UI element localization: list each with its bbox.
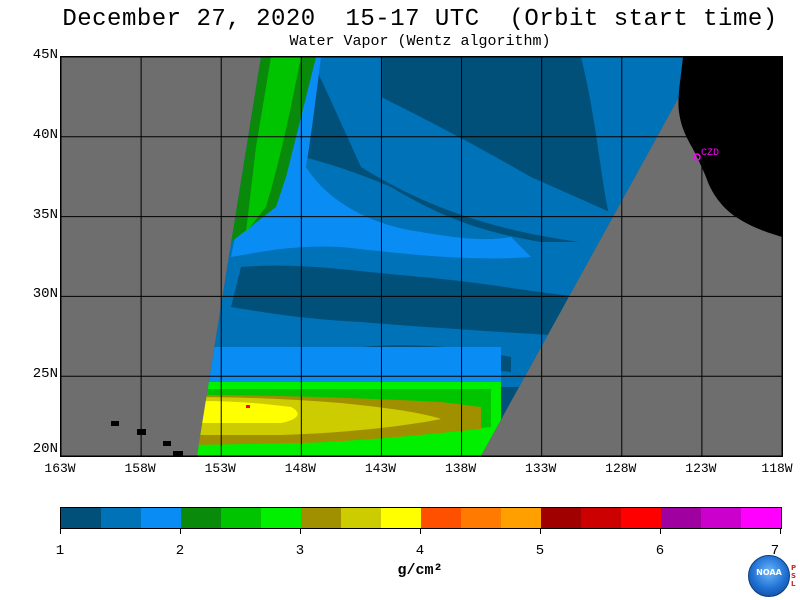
- colorbar-tick: [60, 528, 61, 534]
- colorbar-tick: [420, 528, 421, 534]
- noaa-logo: NOAA: [748, 555, 790, 597]
- station-marker: [693, 153, 701, 161]
- vapor-band-mid-blue-ridge: [311, 57, 621, 247]
- colorbar-tick: [780, 528, 781, 534]
- colorbar-tick-label: 3: [295, 543, 305, 559]
- colorbar-swatch: [461, 508, 501, 528]
- colorbar-swatch: [101, 508, 141, 528]
- latitude-label: 45N: [32, 47, 58, 63]
- colorbar-tick: [180, 528, 181, 534]
- graticule: [61, 57, 782, 456]
- map-panel: CZD: [60, 56, 783, 457]
- colorbar-tick: [540, 528, 541, 534]
- colorbar-unit: g/cm²: [397, 562, 443, 579]
- longitude-label: 148W: [284, 461, 316, 476]
- longitude-label: 153W: [204, 461, 236, 476]
- latitude-label: 40N: [32, 126, 58, 143]
- psl-letter: P: [791, 564, 797, 572]
- colorbar-swatch: [301, 508, 341, 528]
- map-subtitle: Water Vapor (Wentz algorithm): [289, 33, 551, 50]
- longitude-label: 143W: [364, 461, 397, 476]
- vapor-band-green: [246, 57, 301, 232]
- latitude-label: 25N: [32, 366, 58, 383]
- colorbar-swatch: [621, 508, 661, 528]
- colorbar: [60, 507, 782, 529]
- longitude-label: 123W: [685, 461, 717, 476]
- colorbar-swatch: [541, 508, 581, 528]
- colorbar-tick-label: 7: [770, 543, 780, 559]
- colorbar-swatch: [261, 508, 301, 528]
- colorbar-swatch: [221, 508, 261, 528]
- psl-letter: L: [791, 580, 796, 588]
- station-label: CZD: [701, 148, 719, 159]
- latitude-label: 35N: [32, 206, 58, 223]
- water-vapor-map: CZD: [61, 57, 782, 456]
- vapor-band-yellow: [201, 401, 298, 423]
- psl-letter: S: [791, 572, 797, 580]
- land-mass: [678, 57, 782, 237]
- island: [163, 441, 171, 446]
- longitude-label: 128W: [605, 461, 637, 476]
- colorbar-tick-label: 2: [175, 543, 185, 559]
- longitude-label: 118W: [761, 461, 793, 476]
- colorbar-swatch: [701, 508, 741, 528]
- colorbar-tick: [660, 528, 661, 534]
- vapor-peak-marker: [246, 405, 250, 408]
- vapor-band-dark-pocket: [231, 265, 581, 337]
- colorbar-tick-label: 6: [655, 543, 665, 559]
- colorbar-swatch: [741, 508, 781, 528]
- colorbar-tick-label: 4: [415, 543, 425, 559]
- colorbar-swatch: [141, 508, 181, 528]
- colorbar-swatch: [61, 508, 101, 528]
- latitude-label: 30N: [32, 286, 58, 303]
- island: [111, 421, 119, 426]
- colorbar-swatch: [581, 508, 621, 528]
- island: [173, 451, 183, 456]
- colorbar-tick: [300, 528, 301, 534]
- noaa-logo-text: NOAA: [756, 568, 782, 577]
- colorbar-swatch: [421, 508, 461, 528]
- colorbar-swatch: [341, 508, 381, 528]
- longitude-label: 138W: [444, 461, 477, 476]
- longitude-label: 163W: [44, 461, 76, 476]
- longitude-label: 158W: [124, 461, 156, 476]
- colorbar-tick-label: 1: [55, 543, 65, 559]
- colorbar-swatch: [381, 508, 421, 528]
- colorbar-swatch: [181, 508, 221, 528]
- colorbar-swatch: [501, 508, 541, 528]
- map-title: December 27, 2020 15-17 UTC (Orbit start…: [62, 6, 778, 33]
- vapor-band-light-blue-south: [197, 347, 501, 387]
- latitude-label: 20N: [32, 441, 58, 457]
- colorbar-swatch: [661, 508, 701, 528]
- longitude-label: 133W: [525, 461, 557, 476]
- vapor-band-light-blue: [231, 57, 531, 259]
- colorbar-tick-label: 5: [535, 543, 545, 559]
